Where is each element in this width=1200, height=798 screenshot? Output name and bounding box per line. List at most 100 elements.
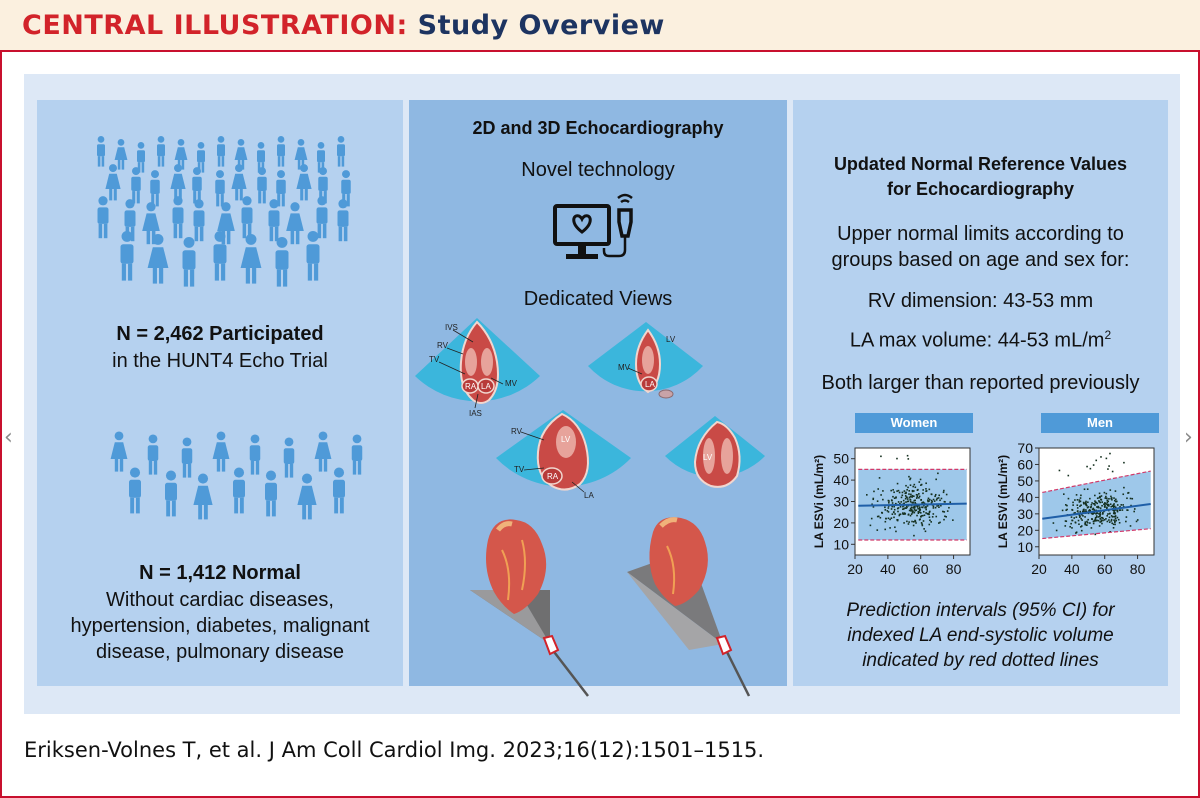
data-point [1116, 504, 1119, 506]
data-point [1099, 507, 1102, 509]
data-point [915, 505, 917, 507]
data-point [1118, 521, 1121, 524]
data-point [1069, 525, 1071, 528]
data-point [940, 504, 942, 507]
data-point [1083, 502, 1085, 505]
data-point [1078, 514, 1081, 517]
person-icon [172, 196, 184, 239]
data-point [911, 509, 913, 511]
data-point [921, 506, 923, 508]
data-point [928, 513, 930, 516]
data-point [1114, 516, 1117, 518]
person-icon [241, 196, 253, 239]
data-point [1091, 518, 1093, 520]
citation: Eriksen-Volnes T, et al. J Am Coll Cardi… [24, 738, 765, 762]
participated-title: N = 2,462 Participated [116, 323, 324, 345]
data-point [1080, 525, 1083, 527]
data-point [1084, 523, 1086, 525]
data-point [928, 498, 931, 501]
participated-subtitle: in the HUNT4 Echo Trial [112, 350, 328, 372]
data-point [1071, 519, 1074, 522]
data-point [1098, 501, 1101, 503]
data-point [1114, 515, 1117, 517]
data-point [923, 528, 925, 530]
crowd-normal-icon [110, 431, 363, 520]
data-point [1104, 502, 1107, 505]
data-point [1066, 508, 1068, 511]
data-point [1100, 520, 1103, 523]
apical-two-chamber-view: LV MV LA [588, 322, 703, 399]
data-point [913, 534, 915, 537]
data-point [1080, 529, 1083, 532]
y-tick-label: 50 [1017, 473, 1033, 489]
data-point [892, 495, 894, 498]
data-point [1122, 504, 1124, 506]
data-point [1098, 492, 1101, 495]
person-icon [157, 136, 165, 167]
data-point [887, 507, 890, 509]
x-tick-label: 80 [946, 561, 962, 577]
person-icon [110, 431, 128, 472]
data-point [1095, 459, 1098, 462]
data-point [1113, 506, 1115, 508]
data-point [1074, 512, 1076, 514]
data-point [1114, 509, 1117, 511]
data-point [903, 490, 906, 492]
data-point [1093, 502, 1096, 505]
data-point [899, 506, 902, 508]
data-point [909, 477, 912, 480]
data-point [908, 509, 911, 512]
data-point [1084, 516, 1086, 518]
data-point [1083, 509, 1085, 512]
data-point [893, 508, 896, 511]
data-point [902, 505, 904, 508]
data-point [900, 501, 903, 503]
chevron-right-icon[interactable]: › [1184, 425, 1193, 450]
person-icon [277, 136, 285, 167]
data-point [1079, 500, 1082, 503]
person-icon [265, 470, 277, 517]
participants-panel [37, 100, 403, 686]
person-icon [351, 434, 363, 475]
la-volume-superscript: 2 [1104, 328, 1112, 342]
data-point [1110, 515, 1113, 517]
rv-dimension-value: RV dimension: 43-53 mm [867, 290, 1094, 312]
data-point [943, 489, 945, 492]
data-point [922, 489, 924, 491]
data-point [939, 521, 941, 524]
data-point [1094, 500, 1096, 502]
data-point [1083, 508, 1085, 511]
data-point [908, 490, 911, 492]
data-point [1091, 508, 1094, 511]
data-point [890, 517, 893, 519]
person-icon [182, 236, 196, 287]
chevron-left-icon[interactable]: ‹ [4, 425, 13, 450]
data-point [908, 493, 910, 495]
data-point [894, 526, 896, 529]
data-point [899, 502, 901, 505]
data-point [1089, 522, 1091, 524]
data-point [913, 511, 916, 514]
person-icon [105, 164, 121, 201]
data-point [1111, 505, 1114, 508]
data-point [928, 510, 931, 513]
regression-line [1042, 502, 1151, 520]
y-tick-label: 60 [1017, 456, 1033, 472]
data-point [914, 520, 917, 523]
data-point [1098, 513, 1100, 515]
label-lv-3: LV [561, 435, 571, 444]
data-point [1099, 496, 1101, 498]
data-point [937, 504, 940, 507]
data-point [1114, 521, 1116, 524]
data-point [913, 483, 916, 486]
data-point [872, 497, 875, 500]
data-point [930, 499, 933, 502]
data-point [1113, 511, 1115, 513]
data-point [1071, 527, 1073, 529]
data-point [1112, 523, 1115, 526]
data-point [1106, 501, 1109, 504]
data-point [942, 491, 945, 494]
y-tick-label: 50 [833, 451, 849, 467]
data-point [1093, 520, 1095, 523]
data-point [1111, 522, 1114, 525]
